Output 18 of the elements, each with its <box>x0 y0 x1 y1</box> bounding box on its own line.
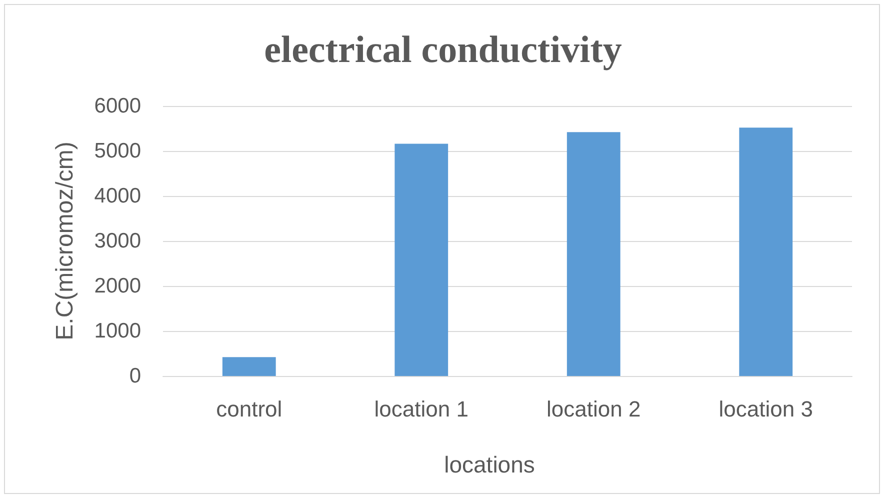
bar <box>566 132 620 376</box>
y-tick-label: 2000 <box>94 274 141 298</box>
chart-title: electrical conductivity <box>264 29 622 71</box>
y-tick-label: 1000 <box>94 320 141 342</box>
x-axis-title: locations <box>444 452 535 478</box>
y-tick-label: 5000 <box>94 140 141 162</box>
y-axis-title: E.C(micromoz/cm) <box>52 142 78 340</box>
y-tick-label: 6000 <box>94 94 141 118</box>
y-tick-label: 4000 <box>94 184 141 208</box>
bar <box>222 357 276 376</box>
x-tick-label: location 2 <box>546 396 641 422</box>
x-tick-label: location 3 <box>718 396 813 422</box>
bar <box>739 128 793 376</box>
bar <box>394 144 448 376</box>
x-tick-label: control <box>216 396 282 422</box>
y-tick-label: 0 <box>129 364 141 388</box>
x-tick-label: location 1 <box>374 396 468 422</box>
y-tick-label: 3000 <box>94 230 141 252</box>
